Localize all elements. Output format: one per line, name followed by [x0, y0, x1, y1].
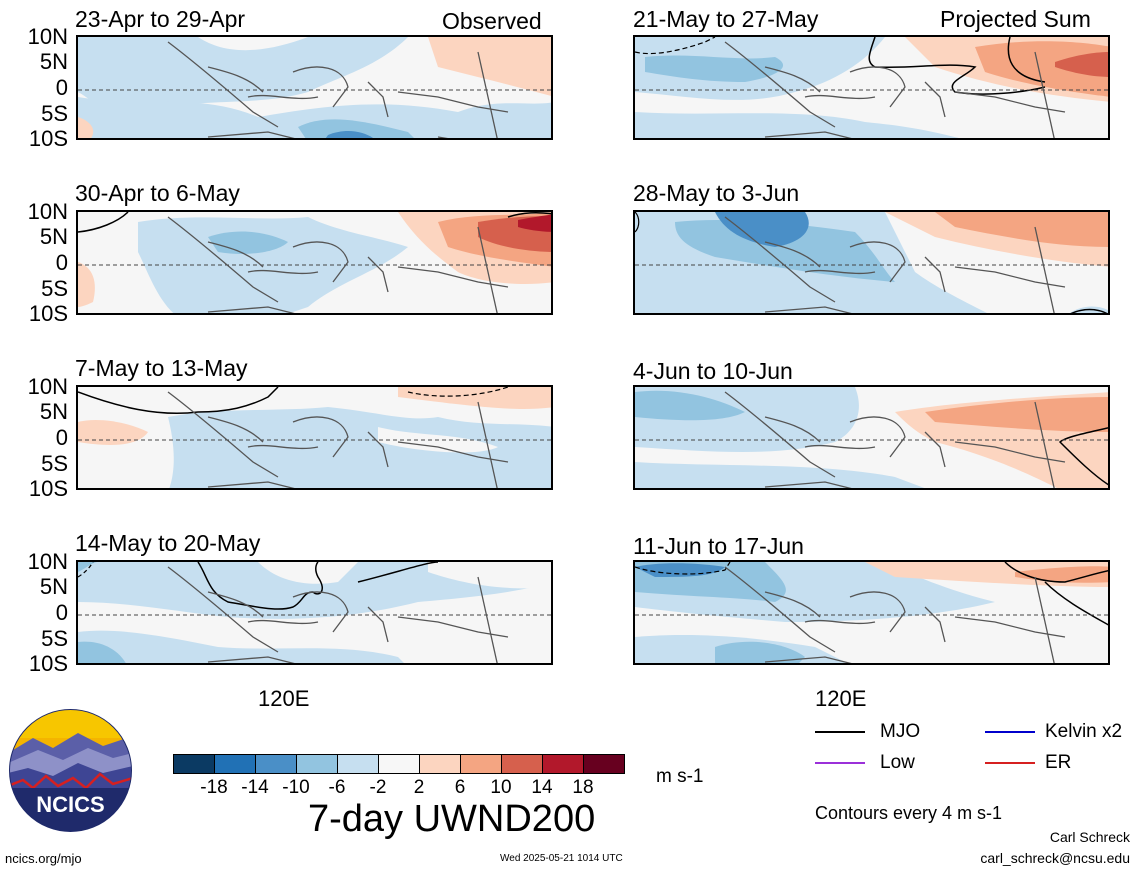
map-panel	[76, 385, 553, 490]
colorbar-swatch	[296, 754, 338, 774]
lat-tick: 10S	[28, 651, 68, 676]
colorbar-label: 2	[413, 777, 425, 798]
figure-title: 7-day UWND200	[308, 798, 596, 840]
legend-label-er: ER	[1045, 752, 1072, 773]
panel-title: 21-May to 27-May	[633, 6, 819, 32]
colorbar-swatch	[460, 754, 502, 774]
map-panel	[76, 210, 553, 315]
legend-label-low: Low	[880, 752, 915, 773]
panel-title: 28-May to 3-Jun	[633, 180, 800, 206]
colorbar-swatch	[583, 754, 625, 774]
lat-tick: 5S	[41, 626, 68, 651]
lat-tick: 10S	[28, 301, 68, 326]
lat-tick: 5N	[39, 224, 68, 249]
legend-swatch-mjo	[815, 731, 865, 733]
footer-url[interactable]: ncics.org/mjo	[5, 851, 82, 866]
legend-swatch-low	[815, 762, 865, 764]
colorbar-swatch	[214, 754, 256, 774]
lat-tick: 0	[55, 425, 68, 450]
lon-tick-right: 120E	[815, 686, 867, 711]
lat-tick: 5N	[39, 49, 68, 74]
panel-title: 7-May to 13-May	[75, 355, 248, 381]
lat-tick: 10N	[27, 374, 68, 399]
panel-title: 23-Apr to 29-Apr	[75, 6, 246, 32]
legend-swatch-kelvin	[985, 731, 1035, 733]
colorbar-swatch	[419, 754, 461, 774]
map-panel	[76, 560, 553, 665]
panel-title: 14-May to 20-May	[75, 530, 261, 556]
lat-tick: 5N	[39, 399, 68, 424]
colorbar-swatch	[378, 754, 420, 774]
lat-tick: 0	[55, 75, 68, 100]
colorbar-label: -10	[282, 777, 310, 798]
colorbar-label: 10	[490, 777, 512, 798]
contour-note: Contours every 4 m s-1	[815, 803, 1003, 823]
lon-tick-left: 120E	[258, 686, 310, 711]
colorbar-label: -6	[328, 777, 346, 798]
lat-tick: 10N	[27, 199, 68, 224]
panel-title: 4-Jun to 10-Jun	[633, 358, 793, 384]
lat-tick: 10S	[28, 476, 68, 501]
footer-timestamp: Wed 2025-05-21 1014 UTC	[500, 853, 623, 864]
lat-tick: 5N	[39, 574, 68, 599]
lat-tick: 10N	[27, 549, 68, 574]
colorbar-label: 18	[572, 777, 594, 798]
colorbar-swatch	[255, 754, 297, 774]
colorbar-label: 6	[454, 777, 466, 798]
map-panel	[633, 560, 1110, 665]
colorbar-units: m s-1	[656, 766, 704, 787]
colorbar-label: 14	[531, 777, 553, 798]
map-panel	[76, 35, 553, 140]
map-panel	[633, 35, 1110, 140]
lat-tick: 5S	[41, 451, 68, 476]
lat-tick: 5S	[41, 101, 68, 126]
map-panel	[633, 210, 1110, 315]
colorbar-swatch	[501, 754, 543, 774]
colorbar-swatch	[542, 754, 584, 774]
lat-tick: 0	[55, 600, 68, 625]
panel-title: 11-Jun to 17-Jun	[633, 533, 804, 559]
colorbar-swatch	[173, 754, 215, 774]
footer-email[interactable]: carl_schreck@ncsu.edu	[980, 850, 1130, 866]
colorbar-label: -18	[200, 777, 228, 798]
panel-title: 30-Apr to 6-May	[75, 180, 240, 206]
colorbar-label: -14	[241, 777, 269, 798]
panel-tag: Observed	[442, 8, 542, 34]
ncics-logo: NCICS	[8, 708, 133, 833]
lat-tick: 10S	[28, 126, 68, 151]
colorbar-label: -2	[369, 777, 387, 798]
footer-author: Carl Schreck	[1049, 829, 1130, 845]
map-panel	[633, 385, 1110, 490]
logo-text: NCICS	[36, 792, 104, 817]
panel-tag: Projected Sum	[940, 6, 1091, 32]
legend-swatch-er	[985, 762, 1035, 764]
lat-tick: 10N	[27, 24, 68, 49]
colorbar-swatch	[337, 754, 379, 774]
legend-label-mjo: MJO	[880, 721, 921, 742]
legend-label-kelvin: Kelvin x2	[1045, 721, 1123, 742]
lat-tick: 5S	[41, 276, 68, 301]
lat-tick: 0	[55, 250, 68, 275]
